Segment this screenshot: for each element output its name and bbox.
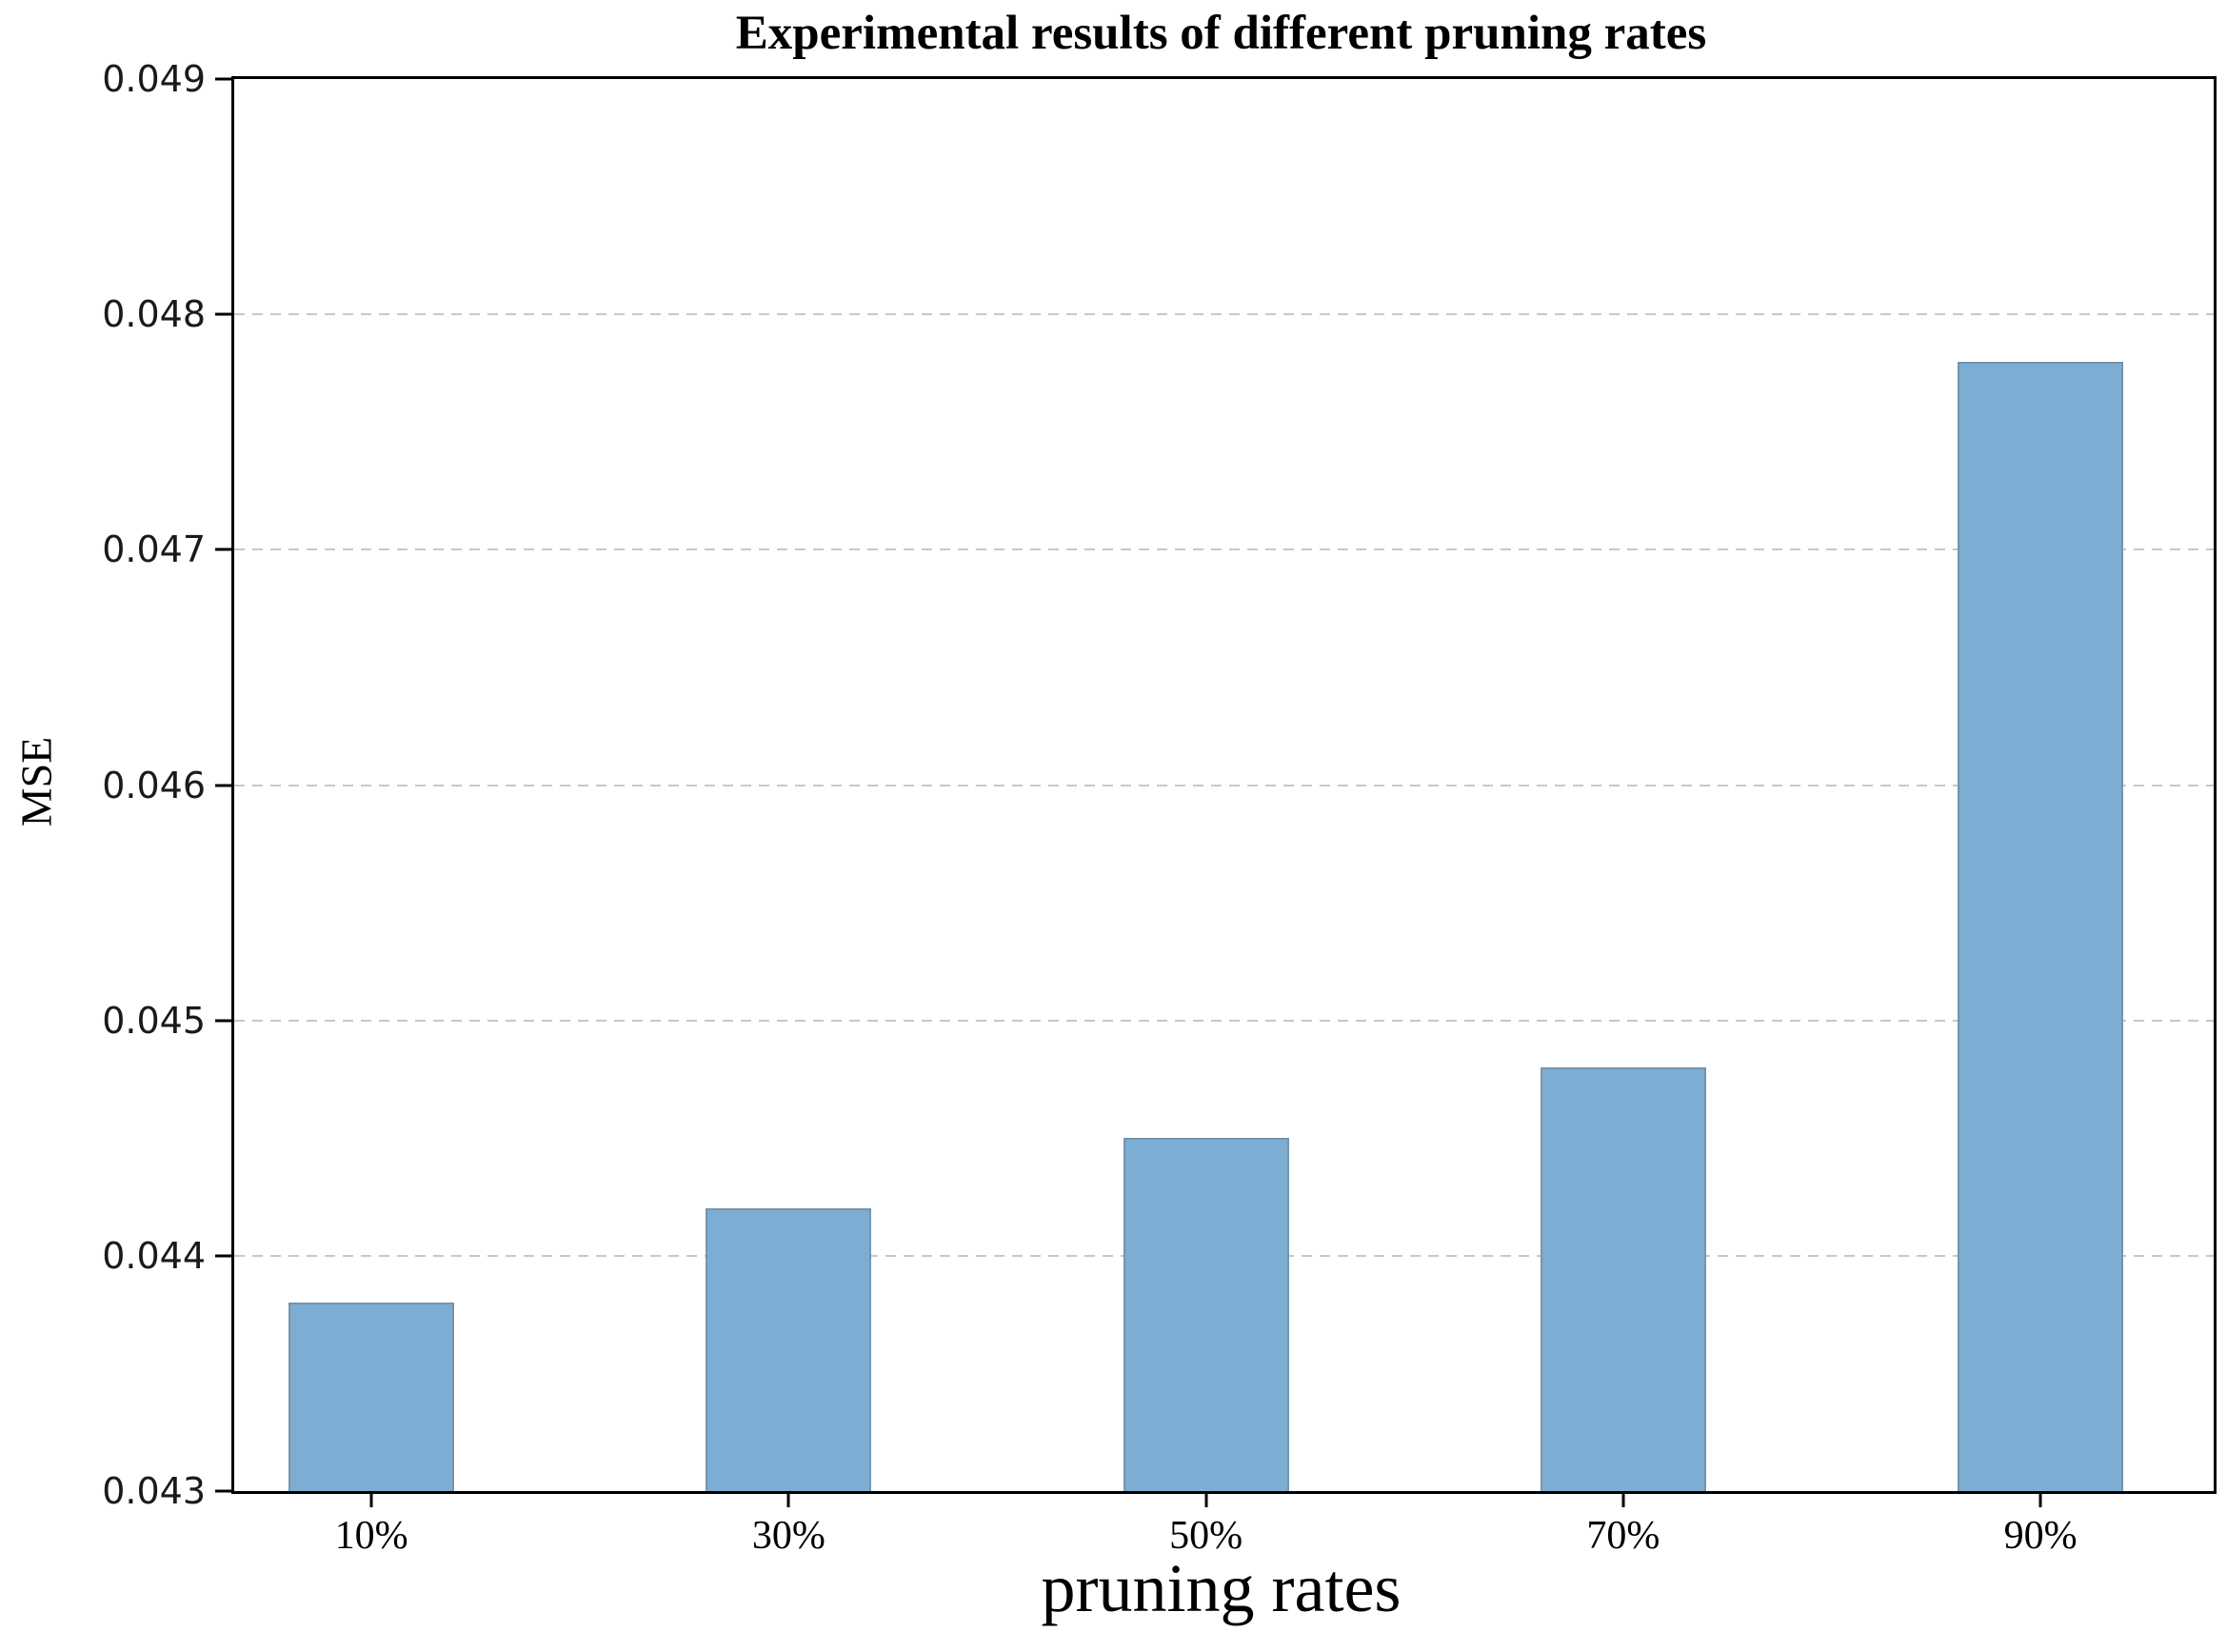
chart-title: Experimental results of different prunin… [735,7,1707,60]
y-axis-label: MSE [11,736,61,827]
bar-70% [1540,1067,1706,1491]
x-tick-mark [1204,1491,1208,1507]
x-tick-label: 70% [1586,1514,1660,1558]
x-tick-label: 90% [2003,1514,2078,1558]
x-tick-label: 10% [334,1514,408,1558]
bar-10% [288,1303,455,1491]
x-tick-mark [369,1491,373,1507]
y-tick-label: 0.047 [102,528,206,571]
y-tick-mark [215,784,231,786]
x-tick-mark [786,1491,790,1507]
y-tick-label: 0.045 [102,999,206,1042]
y-tick-label: 0.044 [102,1234,206,1277]
grid-line [234,784,2214,786]
y-tick-mark [215,547,231,551]
grid-line [234,313,2214,316]
y-tick-mark [215,1019,231,1023]
x-tick-label: 30% [751,1514,825,1558]
y-tick-mark [215,312,231,316]
plot-area: 0.043 0.044 0.045 0.046 0.047 0.048 0.049 10% 30… [102,61,2217,1556]
x-axis-label: pruning rates [1041,1550,1402,1626]
y-tick-label: 0.043 [102,1470,206,1512]
grid-line [234,1019,2214,1022]
y-tick-mark [215,1489,231,1493]
x-tick-mark [1621,1491,1625,1507]
grid-line [234,548,2214,551]
bar-50% [1123,1138,1289,1491]
y-tick-label: 0.046 [102,764,206,806]
y-tick-label: 0.049 [102,58,206,100]
x-tick-label: 50% [1169,1514,1243,1558]
bar-90% [1958,361,2124,1491]
y-tick-mark [215,1254,231,1258]
x-tick-mark [2038,1491,2042,1507]
bar-30% [706,1208,872,1491]
y-tick-label: 0.048 [102,293,206,336]
y-tick-mark [215,77,231,81]
